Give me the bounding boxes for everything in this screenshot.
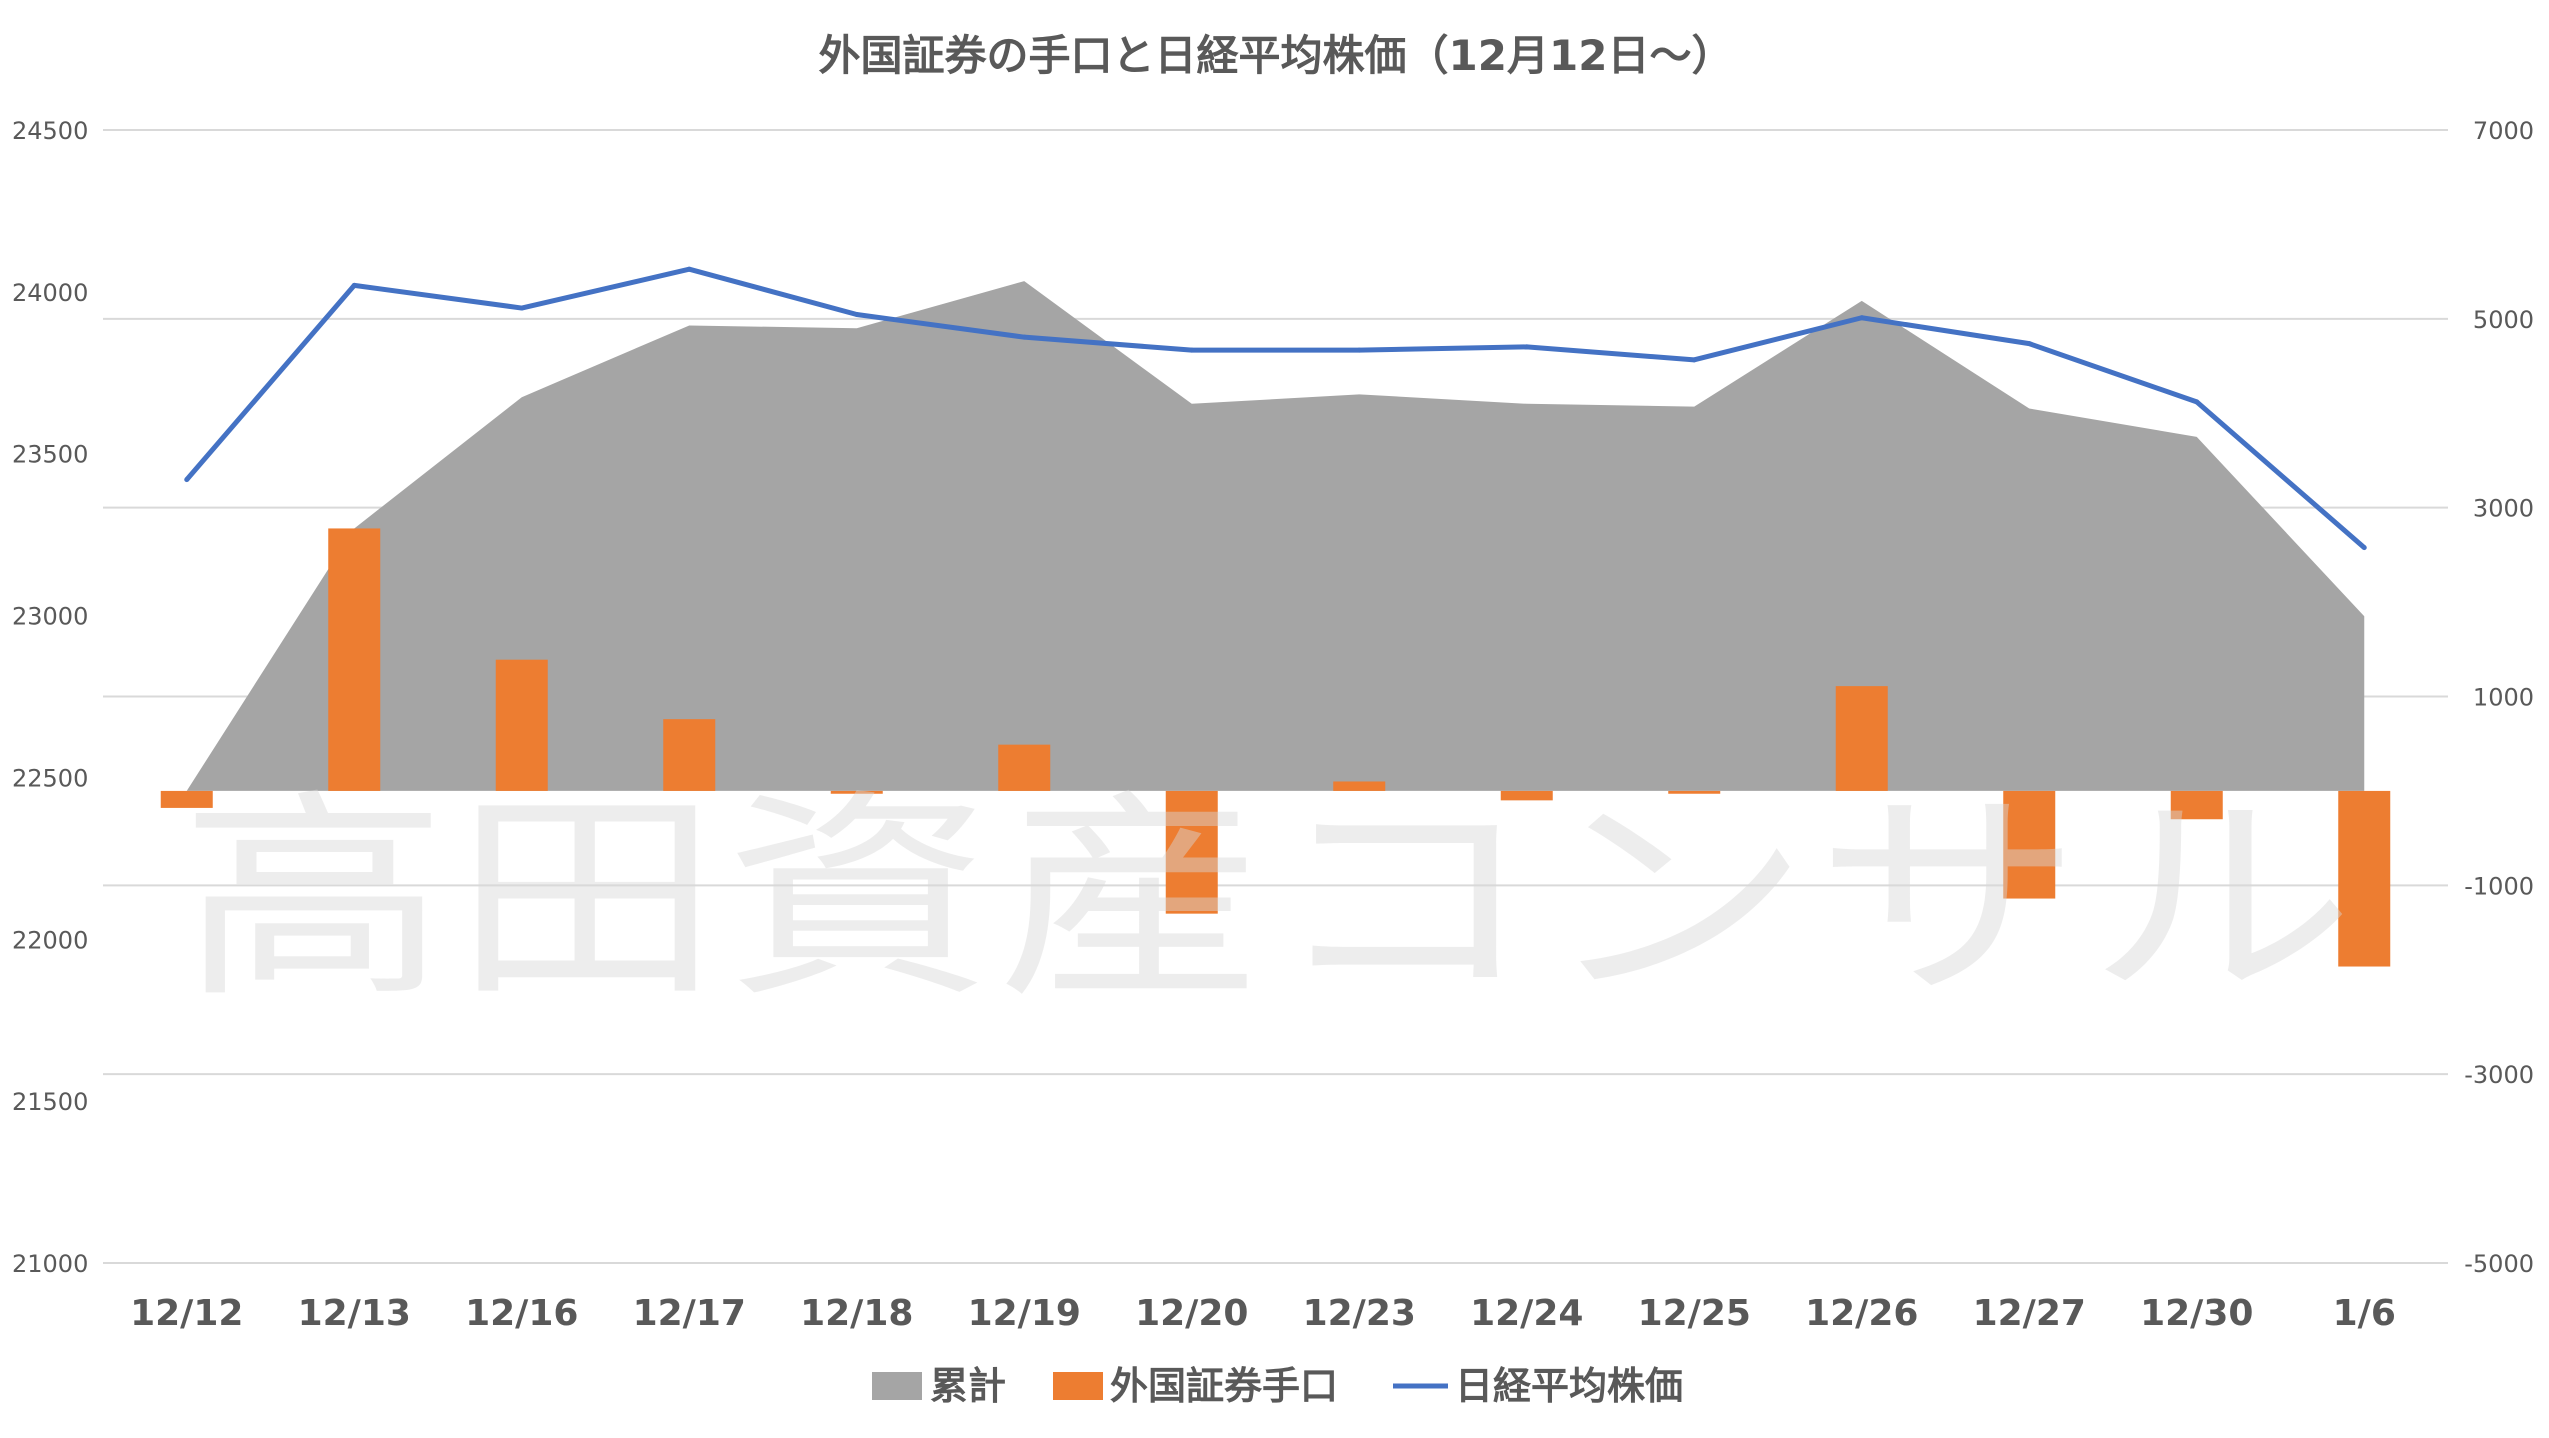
area-layer bbox=[186, 281, 2365, 791]
legend: 累計 外国証券手口 日経平均株価 bbox=[872, 1364, 1683, 1408]
y-axis-right: -5000 -3000 -1000 1000 3000 5000 7000 bbox=[2464, 117, 2534, 1278]
line-point bbox=[184, 477, 190, 483]
line-point bbox=[2194, 399, 2200, 405]
x-tick-label: 12/24 bbox=[1470, 1293, 1583, 1334]
x-tick-label: 1/6 bbox=[2333, 1293, 2396, 1334]
line-point bbox=[1356, 347, 1362, 353]
y-left-tick-label: 24500 bbox=[12, 117, 88, 145]
y-right-tick-label: -3000 bbox=[2464, 1061, 2534, 1089]
bar-foreign-securities bbox=[2003, 790, 2056, 899]
bar-foreign-securities bbox=[998, 744, 1051, 791]
x-tick-label: 12/19 bbox=[968, 1293, 1081, 1334]
legend-swatch-foreign bbox=[1053, 1372, 1103, 1400]
line-point bbox=[1859, 315, 1865, 321]
x-tick-label: 12/16 bbox=[465, 1293, 578, 1334]
area-series-cumulative bbox=[186, 281, 2365, 791]
legend-swatch-cumulative bbox=[872, 1372, 922, 1400]
bar-foreign-securities bbox=[1333, 781, 1386, 791]
line-point bbox=[1021, 334, 1027, 340]
y-left-tick-label: 21500 bbox=[12, 1088, 88, 1116]
y-left-tick-label: 24000 bbox=[12, 279, 88, 307]
bar-foreign-securities bbox=[495, 659, 548, 791]
y-left-tick-label: 22000 bbox=[12, 926, 88, 954]
bar-layer bbox=[160, 528, 2391, 967]
line-point bbox=[1189, 347, 1195, 353]
line-layer bbox=[184, 266, 2367, 551]
bar-foreign-securities bbox=[2170, 790, 2223, 820]
bar-foreign-securities bbox=[1668, 790, 1721, 794]
x-tick-label: 12/13 bbox=[298, 1293, 411, 1334]
y-right-tick-label: -5000 bbox=[2464, 1250, 2534, 1278]
x-tick-label: 12/17 bbox=[633, 1293, 746, 1334]
watermark-text: 高田資産コンサル bbox=[180, 771, 2360, 1027]
x-tick-label: 12/18 bbox=[800, 1293, 913, 1334]
x-tick-label: 12/30 bbox=[2140, 1293, 2253, 1334]
bar-foreign-securities bbox=[2338, 790, 2391, 967]
bar-foreign-securities bbox=[160, 790, 213, 808]
watermark-layer: 高田資産コンサル bbox=[180, 771, 2360, 1027]
x-tick-label: 12/26 bbox=[1805, 1293, 1918, 1334]
legend-label-cumulative: 累計 bbox=[930, 1364, 1006, 1408]
legend-label-foreign: 外国証券手口 bbox=[1110, 1364, 1338, 1408]
y-left-tick-label: 23000 bbox=[12, 603, 88, 631]
y-right-tick-label: -1000 bbox=[2464, 872, 2534, 900]
bar-foreign-securities bbox=[1835, 686, 1888, 791]
line-point bbox=[351, 282, 357, 288]
chart-title: 外国証券の手口と日経平均株価（12月12日～） bbox=[819, 31, 1734, 80]
y-axis-left: 21000 21500 22000 22500 23000 23500 24000 24500 bbox=[12, 117, 88, 1278]
line-point bbox=[1524, 344, 1530, 350]
x-axis: 12/12 12/13 12/16 12/17 12/18 12/19 12/20 12/23… bbox=[130, 1293, 2396, 1334]
x-tick-label: 12/12 bbox=[130, 1293, 243, 1334]
x-tick-label: 12/25 bbox=[1638, 1293, 1751, 1334]
line-point bbox=[2361, 545, 2367, 551]
line-series-nikkei bbox=[184, 266, 2366, 550]
x-tick-label: 12/23 bbox=[1303, 1293, 1416, 1334]
line-point bbox=[854, 312, 860, 318]
y-right-tick-label: 3000 bbox=[2473, 495, 2534, 523]
line-point bbox=[2026, 341, 2032, 347]
y-right-tick-label: 5000 bbox=[2473, 306, 2534, 334]
bar-foreign-securities bbox=[328, 528, 381, 791]
line-point bbox=[519, 305, 525, 311]
y-left-tick-label: 22500 bbox=[12, 764, 88, 792]
y-left-tick-label: 21000 bbox=[12, 1250, 88, 1278]
x-tick-label: 12/27 bbox=[1973, 1293, 2086, 1334]
y-right-tick-label: 7000 bbox=[2473, 117, 2534, 145]
y-left-tick-label: 23500 bbox=[12, 441, 88, 469]
legend-label-nikkei: 日経平均株価 bbox=[1455, 1364, 1683, 1408]
bar-foreign-securities bbox=[663, 719, 716, 791]
y-right-tick-label: 1000 bbox=[2473, 684, 2534, 712]
x-tick-label: 12/20 bbox=[1135, 1293, 1248, 1334]
bar-foreign-securities bbox=[830, 790, 883, 794]
bar-foreign-securities bbox=[1165, 790, 1218, 914]
line-point bbox=[686, 266, 692, 272]
line-point bbox=[1691, 357, 1697, 363]
bar-foreign-securities bbox=[1500, 790, 1553, 801]
